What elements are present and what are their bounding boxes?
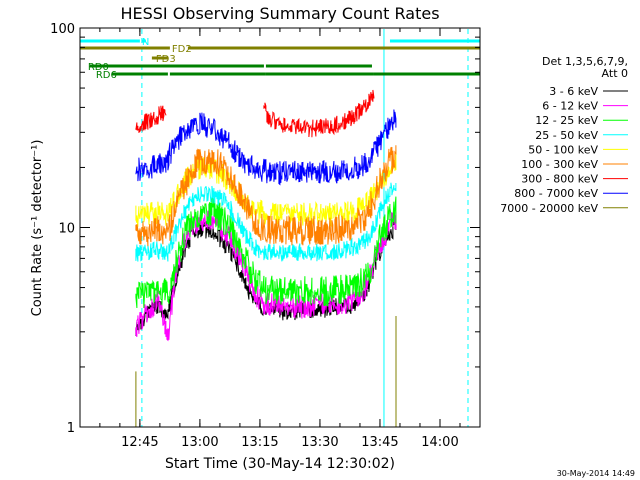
legend-label-8: 7000 - 20000 keV — [500, 202, 598, 215]
x-tick-label-5: 14:00 — [421, 435, 458, 450]
x-tick-label-2: 13:15 — [241, 435, 278, 450]
series-5 — [135, 145, 397, 247]
series-0-segment-0 — [135, 218, 397, 336]
flag-fd2-label: FD2 — [172, 44, 192, 55]
flag-fd3-label: FD3 — [156, 54, 176, 65]
chart-title: HESSI Observing Summary Count Rates — [120, 4, 439, 23]
series-3 — [135, 182, 397, 262]
series-8 — [135, 316, 397, 427]
series-2-segment-0 — [135, 196, 397, 309]
plot-content — [79, 29, 469, 427]
axes-layer: 12:45 13:00 13:15 13:30 13:45 14:00 1 10 100 — [50, 22, 481, 450]
series-4 — [135, 149, 397, 228]
series-7 — [135, 109, 397, 186]
legend-label-3: 25 - 50 keV — [535, 129, 598, 142]
series-2 — [135, 196, 397, 309]
series-6 — [135, 89, 375, 138]
y-tick-label-1: 10 — [58, 222, 75, 237]
x-tick-label-1: 13:00 — [181, 435, 218, 450]
x-tick-label-3: 13:30 — [301, 435, 338, 450]
series-6-segment-1 — [263, 89, 375, 138]
flag-rd0-label: RD0 — [88, 62, 109, 73]
legend-label-1: 6 - 12 keV — [542, 100, 598, 113]
series-5-segment-0 — [135, 145, 397, 247]
series-7-segment-0 — [135, 109, 397, 186]
legend-label-0: 3 - 6 keV — [549, 85, 598, 98]
series-3-segment-0 — [135, 182, 397, 262]
x-tick-label-0: 12:45 — [121, 435, 158, 450]
timestamp: 30-May-2014 14:49 — [557, 469, 635, 478]
x-tick-label-4: 13:45 — [361, 435, 398, 450]
legend: Det 1,3,5,6,7,9,Att 0 3 - 6 keV 6 - 12 keV… — [500, 55, 628, 215]
legend-header-line-1: Att 0 — [602, 67, 628, 80]
flag-n-label: N — [142, 37, 149, 48]
series-4-segment-0 — [135, 149, 397, 228]
flag-rd6-label: RD6 — [96, 70, 117, 81]
legend-header-line-0: Det 1,3,5,6,7,9, — [542, 55, 628, 68]
legend-label-6: 300 - 800 keV — [521, 173, 598, 186]
y-tick-label-2: 100 — [50, 22, 75, 37]
legend-label-5: 100 - 300 keV — [521, 158, 598, 171]
legend-label-7: 800 - 7000 keV — [514, 187, 598, 200]
legend-label-2: 12 - 25 keV — [535, 114, 598, 127]
y-tick-label-0: 1 — [67, 421, 75, 436]
legend-label-4: 50 - 100 keV — [528, 143, 598, 156]
y-axis-label: Count Rate (s⁻¹ detector⁻¹) — [30, 140, 45, 317]
series-6-segment-0 — [135, 105, 167, 134]
x-axis-label: Start Time (30-May-14 12:30:02) — [165, 456, 395, 472]
series-0 — [135, 218, 397, 336]
